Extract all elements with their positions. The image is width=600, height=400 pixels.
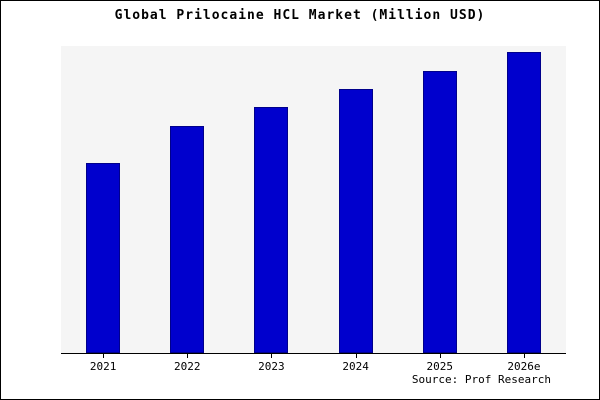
x-tick-label: 2021	[61, 354, 145, 374]
x-tick-mark	[439, 354, 441, 358]
x-tick-text: 2022	[174, 360, 201, 373]
x-tick-label: 2023	[229, 354, 313, 374]
bar-slot	[482, 46, 566, 353]
bar-slot	[314, 46, 398, 353]
x-tick-text: 2024	[342, 360, 369, 373]
bar-2024	[338, 88, 373, 353]
x-tick-mark	[271, 354, 273, 358]
bar-slot	[61, 46, 145, 353]
x-tick-label: 2025	[398, 354, 482, 374]
x-tick-label: 2022	[145, 354, 229, 374]
bar-2026e	[506, 52, 541, 353]
x-tick-mark	[355, 354, 357, 358]
x-tick-mark	[523, 354, 525, 358]
x-tick-text: 2026e	[507, 360, 541, 373]
x-axis-labels: 2021 2022 2023 2024 2025 2026e	[61, 354, 566, 374]
bar-2025	[422, 70, 457, 353]
plot-area	[61, 46, 566, 354]
chart-title: Global Prilocaine HCL Market (Million US…	[114, 8, 486, 23]
x-tick-mark	[103, 354, 105, 358]
x-tick-text: 2023	[258, 360, 285, 373]
bar-2022	[170, 125, 205, 353]
x-tick-text: 2021	[89, 360, 117, 373]
bar-2021	[86, 162, 121, 353]
x-tick-label: 2026e	[482, 354, 566, 374]
x-tick-label: 2024	[314, 354, 398, 374]
x-tick-mark	[187, 354, 189, 358]
bar-2023	[254, 107, 289, 353]
x-tick-text: 2025	[426, 360, 454, 373]
bar-slot	[145, 46, 229, 353]
bar-slot	[229, 46, 313, 353]
bar-slot	[398, 46, 482, 353]
source-annotation: Source: Prof Research	[411, 373, 551, 386]
